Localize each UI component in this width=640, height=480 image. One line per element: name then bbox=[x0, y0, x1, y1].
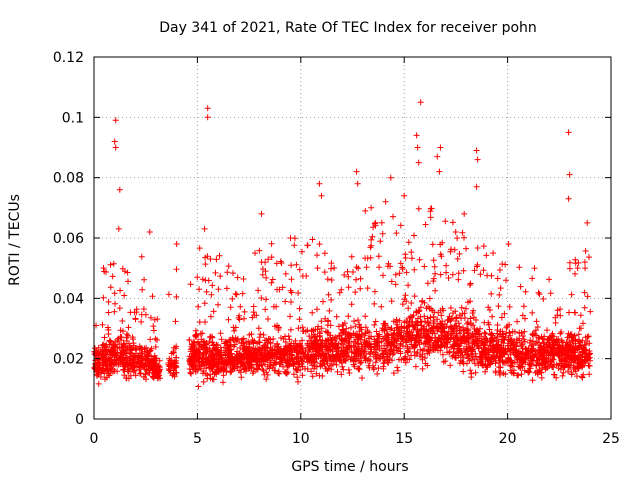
x-tick-label: 25 bbox=[602, 431, 620, 447]
x-tick-labels: 0 5 10 15 20 25 bbox=[90, 431, 620, 447]
y-tick-label: 0 bbox=[75, 412, 84, 428]
y-axis-label: ROTI / TECUs bbox=[7, 194, 23, 286]
y-tick-label: 0.08 bbox=[53, 171, 84, 187]
y-tick-label: 0.1 bbox=[62, 110, 84, 126]
y-tick-label: 0.02 bbox=[53, 352, 84, 368]
x-tick-label: 0 bbox=[90, 431, 99, 447]
axis-ticks bbox=[93, 56, 612, 420]
x-tick-label: 5 bbox=[193, 431, 202, 447]
x-tick-label: 15 bbox=[395, 431, 413, 447]
y-tick-label: 0.06 bbox=[53, 231, 84, 247]
x-axis-label: GPS time / hours bbox=[291, 459, 408, 475]
y-tick-labels: 0 0.02 0.04 0.06 0.08 0.1 0.12 bbox=[53, 50, 84, 428]
y-tick-label: 0.04 bbox=[53, 291, 84, 307]
x-tick-label: 10 bbox=[292, 431, 310, 447]
x-tick-label: 20 bbox=[499, 431, 517, 447]
grid-lines bbox=[94, 57, 611, 419]
data-points bbox=[91, 99, 594, 390]
scatter-markers bbox=[91, 99, 594, 390]
y-tick-label: 0.12 bbox=[53, 50, 84, 66]
chart-title: Day 341 of 2021, Rate Of TEC Index for r… bbox=[159, 20, 537, 36]
